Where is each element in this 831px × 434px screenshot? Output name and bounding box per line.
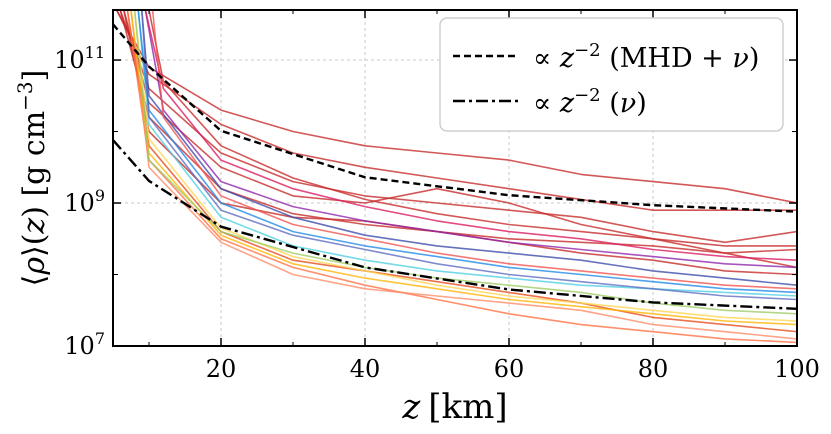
series-line-18 bbox=[144, 10, 797, 261]
legend-label-mhd-nu: ∝ z−2 (MHD + ν) bbox=[533, 40, 759, 74]
y-axis-label: ⟨ρ⟩(z) [g cm−3] bbox=[13, 70, 52, 287]
series-layer bbox=[115, 10, 797, 344]
legend: ∝ z−2 (MHD + ν) ∝ z−2 (ν) bbox=[439, 17, 784, 132]
series-line-17 bbox=[144, 10, 797, 269]
y-tick-label: 109 bbox=[64, 186, 105, 217]
series-line-15 bbox=[141, 10, 797, 286]
series-line-5 bbox=[123, 10, 797, 269]
x-axis-label: z [km] bbox=[401, 387, 507, 427]
series-line-11 bbox=[133, 10, 797, 322]
ticks-layer: 20 40 60 80 100 107 109 1011 bbox=[54, 10, 820, 383]
series-line-19 bbox=[148, 10, 797, 247]
x-tick-label: 20 bbox=[206, 355, 237, 383]
series-line-8 bbox=[126, 10, 797, 344]
x-tick-label: 40 bbox=[350, 355, 381, 383]
x-tick-label: 80 bbox=[638, 355, 669, 383]
reference-curve-mhd-nu bbox=[113, 23, 797, 213]
y-tick-label: 1011 bbox=[54, 43, 105, 74]
series-line-20 bbox=[151, 10, 797, 290]
series-line-13 bbox=[137, 10, 797, 297]
series-line-7 bbox=[126, 10, 797, 333]
series-line-1 bbox=[115, 10, 797, 204]
plot-frame bbox=[112, 9, 798, 347]
y-tick-label: 107 bbox=[64, 329, 105, 360]
x-tick-label: 60 bbox=[494, 355, 525, 383]
legend-box bbox=[439, 17, 784, 132]
series-line-2 bbox=[115, 10, 797, 211]
series-line-16 bbox=[141, 10, 797, 301]
series-line-9 bbox=[130, 10, 797, 340]
x-tick-label: 100 bbox=[774, 355, 820, 383]
reference-curve-nu bbox=[113, 139, 797, 310]
series-line-14 bbox=[137, 10, 797, 294]
reference-layer bbox=[113, 23, 797, 310]
legend-label-nu: ∝ z−2 (ν) bbox=[533, 85, 647, 119]
